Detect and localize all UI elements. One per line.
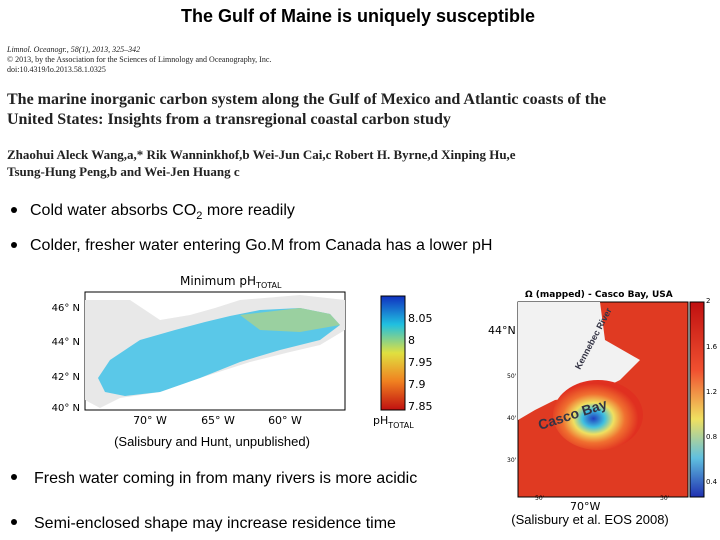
omega-field: [553, 380, 643, 450]
map-title: Minimum pHTOTAL: [180, 274, 282, 290]
lat-label: 44°N: [488, 324, 516, 337]
paper-title: United States: Insights from a transregi…: [7, 111, 451, 128]
colorbar-tick: 1.6: [706, 343, 718, 351]
bullet: [11, 474, 17, 480]
colorbar-tick: 8.05: [408, 312, 433, 325]
bullet-text: Semi-enclosed shape may increase residen…: [34, 515, 396, 532]
lat-label: 30': [507, 457, 517, 464]
lat-label: 40° N: [52, 403, 80, 414]
caption: (Salisbury and Hunt, unpublished): [114, 434, 310, 449]
colorbar-tick: 0.8: [706, 433, 717, 441]
left-map: Minimum pHTOTAL 46° N 44° N 42° N 40° N …: [52, 274, 433, 449]
bullet: [11, 207, 17, 213]
lat-label: 50': [507, 373, 517, 380]
land: [518, 302, 640, 420]
right-map: Ω (mapped) - Casco Bay, USA 2 1.6 1.2 0.…: [488, 290, 718, 527]
citation: doi:10.4319/lo.2013.58.1.0325: [7, 65, 106, 74]
slide-title: The Gulf of Maine is uniquely susceptibl…: [181, 6, 535, 26]
paper-title: The marine inorganic carbon system along…: [7, 91, 606, 108]
paper-authors: Zhaohui Aleck Wang,a,* Rik Wanninkhof,b …: [7, 147, 516, 162]
bullet: [11, 519, 17, 525]
lon-label: 70°W: [570, 500, 600, 513]
colorbar: [689, 301, 705, 498]
bullet-text: Cold water absorbs CO2 more readily: [30, 202, 295, 222]
map-title: Ω (mapped) - Casco Bay, USA: [525, 290, 673, 300]
citation: Limnol. Oceanogr., 58(1), 2013, 325–342: [6, 45, 140, 54]
lon-label: 65° W: [201, 414, 235, 427]
colorbar-tick: 1.2: [706, 388, 717, 396]
lon-label: 70° W: [133, 414, 167, 427]
paper-authors: Tsung-Hung Peng,b and Wei-Jen Huang c: [7, 164, 240, 179]
lon-label: 30': [660, 495, 670, 502]
lat-label: 46° N: [52, 303, 80, 314]
bullet-text: Colder, fresher water entering Go.M from…: [30, 237, 492, 254]
colorbar: [380, 295, 406, 411]
lat-label: 42° N: [52, 372, 80, 383]
colorbar-tick: 7.9: [408, 378, 426, 391]
colorbar-tick: 7.85: [408, 400, 433, 413]
colorbar-tick: 2: [706, 297, 710, 305]
lon-label: 50': [535, 495, 545, 502]
colorbar-tick: 0.4: [706, 478, 718, 486]
colorbar-tick: 7.95: [408, 356, 433, 369]
caption: (Salisbury et al. EOS 2008): [511, 512, 669, 527]
ph-field: [240, 308, 340, 332]
lon-label: 60° W: [268, 414, 302, 427]
citation: © 2013, by the Association for the Scien…: [7, 55, 271, 64]
lat-label: 44° N: [52, 337, 80, 348]
colorbar-tick: 8: [408, 334, 415, 347]
colorbar-label: pHTOTAL: [373, 414, 414, 430]
lat-label: 40': [507, 415, 517, 422]
bullet-text: Fresh water coming in from many rivers i…: [34, 470, 417, 487]
bullet: [11, 242, 17, 248]
